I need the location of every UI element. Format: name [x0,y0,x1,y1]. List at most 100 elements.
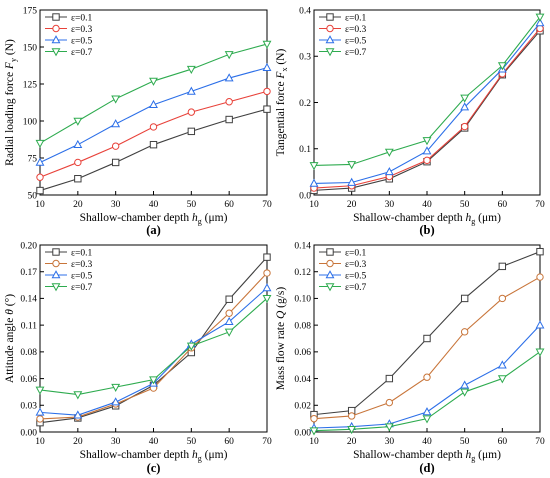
panel-label: (b) [419,223,434,237]
x-axis-label: Shallow-chamber depth hg (μm) [80,449,228,463]
data-point [460,122,469,131]
data-point [347,426,357,435]
data-point [263,269,271,277]
x-tick-label: 70 [262,437,272,447]
data-point [149,140,158,149]
x-tick-label: 50 [187,200,197,210]
y-tick-label: 0.12 [294,268,311,278]
data-point [460,102,470,111]
legend-label: ε=0.5 [345,36,366,46]
x-tick-label: 70 [535,437,545,447]
data-point [498,294,507,303]
y-tick-label: 0.14 [20,295,37,305]
data-point [35,386,45,395]
x-tick-label: 60 [224,200,234,210]
data-point [497,375,507,384]
data-point [111,158,120,167]
x-tick-label: 30 [111,200,121,210]
legend-marker [325,283,335,292]
x-tick-label: 10 [309,437,319,447]
legend-marker [51,35,61,44]
panel-label: (c) [147,461,161,475]
x-tick-label: 30 [111,437,121,447]
chart-panel-4: 10 20 30 40 50 60 70 0.00 0.02 0.04 0.06 0.08 0.10 0.… [275,241,545,475]
data-point [347,412,356,420]
y-tick-label: 0.1 [299,145,311,155]
data-point [423,156,431,165]
data-point [309,178,319,187]
legend-label: ε=0.7 [71,283,92,293]
data-point [111,142,120,150]
legend-marker [52,13,60,21]
data-point [224,51,234,60]
data-point [422,415,432,424]
series-2 [310,273,544,423]
series-4 [309,13,545,171]
panel-label: (d) [419,461,434,475]
y-tick-label: 0.08 [20,348,37,358]
y-tick-label: 0.14 [294,241,311,251]
data-point [497,360,507,369]
data-point [225,115,233,124]
legend: ε=0.1 ε=0.3ε=0.5 ε=0.7 [319,248,366,293]
data-point [309,162,319,171]
y-tick-label: 175 [23,6,38,16]
legend-marker [326,24,334,33]
legend-label: ε=0.5 [71,271,92,281]
x-tick-label: 70 [535,200,545,210]
legend-marker [51,48,61,57]
legend-label: ε=0.3 [71,260,92,270]
legend-label: ε=0.7 [345,48,366,58]
data-point [262,40,272,49]
legend: ε=0.1 ε=0.3ε=0.5 ε=0.7 [45,13,92,58]
data-point [347,161,357,170]
legend-label: ε=0.3 [345,25,366,35]
legend-marker [326,259,334,268]
series-1 [36,105,271,195]
y-tick-label: 0.00 [20,428,37,438]
data-point [263,105,271,113]
legend: ε=0.1 ε=0.3ε=0.5 ε=0.7 [45,248,92,293]
y-tick-label: 0.20 [20,241,37,251]
series-4 [309,348,545,436]
data-point [224,73,234,82]
data-point [36,186,44,195]
chart-panel-1: 10 20 30 40 50 60 70 50 75 100 125 150 175 Shallow-ch… [4,6,272,237]
data-point [384,148,394,157]
legend-marker [51,283,61,292]
series-3 [35,62,272,166]
legend-label: ε=0.3 [345,260,366,270]
data-point [74,175,82,183]
chart-panel-3: 10 20 30 40 50 60 70 0.00 0.03 0.06 0.08 0.11 0.14 0.… [4,241,272,475]
data-point [36,415,44,423]
data-point [535,18,545,27]
legend-marker [52,248,60,256]
data-point [535,348,545,357]
data-point [225,295,233,303]
y-tick-label: 75 [28,154,38,164]
legend-marker [52,259,60,268]
data-point [149,123,158,131]
data-point [262,294,272,304]
data-point [73,410,83,419]
x-tick-label: 10 [309,200,319,210]
x-tick-label: 40 [149,200,159,210]
data-point [225,98,233,106]
legend-marker [325,270,335,279]
series-3 [309,18,545,187]
legend-label: ε=0.1 [345,13,366,23]
data-point [460,94,470,103]
data-point [74,158,82,167]
data-point [111,95,121,104]
data-point [460,294,469,303]
data-point [384,423,394,432]
legend-marker [52,24,60,33]
chart-panel-2: 10 20 30 40 50 60 70 0.0 0.1 0.2 0.3 0.4 Shallow-cha… [275,6,545,237]
series-4 [35,40,272,149]
data-point [186,86,196,95]
data-point [535,13,545,22]
x-tick-label: 50 [460,437,470,447]
legend-marker [326,13,334,21]
data-point [422,146,432,155]
